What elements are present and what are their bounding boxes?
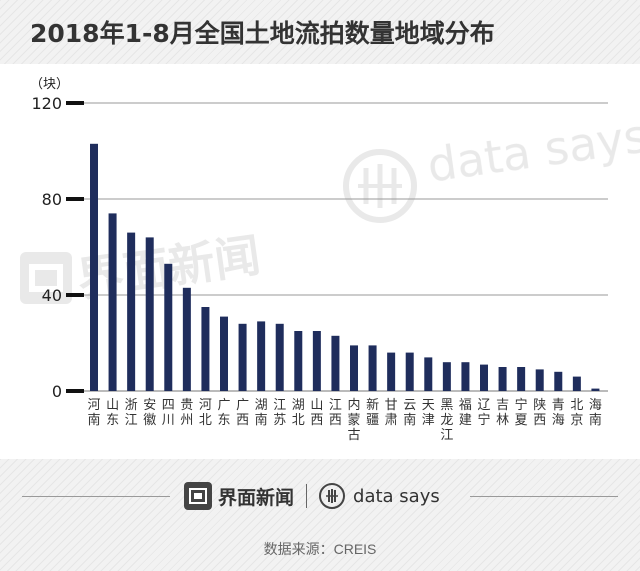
x-tick-label: 山东: [106, 398, 119, 428]
bars: [90, 143, 600, 391]
x-tick-label: 北京: [570, 398, 583, 428]
bar-广东: [220, 316, 228, 391]
bar-江苏: [275, 323, 284, 391]
datasays-logo-icon: [319, 483, 346, 509]
bar-浙江: [127, 232, 136, 391]
footer-rule-left: [22, 496, 170, 497]
bar-湖北: [294, 331, 303, 391]
bar-吉林: [498, 367, 507, 391]
y-tick-mark-80: [66, 197, 84, 201]
y-axis-ticks: 0 40 80 120: [31, 94, 84, 401]
bar-安徽: [145, 237, 154, 391]
bar-宁夏: [517, 367, 526, 391]
x-tick-label: 宁夏: [515, 397, 528, 428]
footer-brand: 界面新闻 data says: [184, 479, 440, 513]
bar-辽宁: [480, 364, 488, 391]
x-tick-label: 黑龙江: [440, 398, 453, 443]
bar-河南: [90, 143, 98, 391]
x-tick-label: 甘肃: [385, 398, 398, 428]
bar-山东: [108, 213, 117, 391]
y-tick-label: 120: [31, 94, 62, 113]
footer-rule-right: [470, 496, 618, 497]
x-tick-label: 福建: [459, 398, 472, 428]
x-tick-label: 辽宁: [477, 398, 490, 428]
bar-河北: [201, 307, 210, 391]
bar-贵州: [182, 287, 191, 391]
bar-江西: [331, 335, 340, 391]
x-tick-label: 浙江: [125, 398, 138, 428]
x-tick-label: 江苏: [273, 398, 286, 428]
bar-广西: [238, 323, 247, 391]
datasays-brand-name: data says: [353, 485, 440, 507]
bar-四川: [164, 263, 173, 391]
x-tick-label: 河北: [199, 398, 212, 428]
y-axis-unit-label: （块）: [30, 77, 69, 92]
bar-甘肃: [387, 352, 396, 391]
source-value: CREIS: [333, 541, 377, 557]
x-tick-label: 吉林: [496, 398, 509, 428]
x-tick-label: 湖南: [255, 398, 268, 428]
x-tick-label: 海南: [589, 398, 602, 428]
x-tick-label: 青海: [552, 398, 565, 428]
chart-title: 2018年1-8月全国土地流拍数量地域分布: [30, 19, 495, 48]
data-source: 数据来源：CREIS: [0, 539, 640, 559]
bar-云南: [405, 352, 414, 391]
bar-湖南: [257, 321, 266, 391]
header-band: [0, 0, 640, 64]
bar-青海: [554, 371, 563, 391]
watermark-datasays-text: data says: [424, 109, 640, 193]
bar-福建: [461, 362, 470, 391]
y-tick-label: 40: [42, 286, 62, 305]
x-tick-label: 广东: [217, 398, 230, 428]
x-tick-label: 内蒙古: [347, 397, 360, 443]
y-tick-label: 0: [52, 382, 62, 401]
x-tick-label: 广西: [236, 398, 249, 428]
x-tick-label: 山西: [310, 398, 323, 428]
bar-内蒙古: [350, 345, 358, 391]
bar-海南: [591, 388, 600, 391]
footer-band: [0, 459, 640, 571]
x-tick-label: 新疆: [366, 397, 379, 428]
x-tick-label: 云南: [403, 398, 416, 428]
y-tick-label: 80: [42, 190, 62, 209]
x-axis-labels: 河南山东浙江安徽四川贵州河北广东广西湖南江苏湖北山西江西内蒙古新疆甘肃云南天津黑…: [87, 397, 601, 443]
y-tick-mark-120: [66, 101, 84, 105]
bar-新疆: [368, 345, 377, 391]
bar-山西: [312, 331, 321, 391]
jiemian-brand-name: 界面新闻: [218, 486, 295, 509]
x-tick-label: 天津: [422, 398, 435, 428]
x-tick-label: 河南: [87, 398, 100, 428]
brand-divider: [306, 484, 308, 508]
watermark-datasays-logo-icon: [343, 149, 417, 223]
x-tick-label: 安徽: [143, 398, 156, 428]
x-tick-label: 陕西: [533, 398, 546, 428]
bar-天津: [424, 357, 433, 391]
source-label: 数据来源：: [263, 541, 334, 557]
watermark-jiemian-logo-icon: [20, 252, 72, 304]
y-tick-mark-40: [66, 293, 84, 297]
y-tick-mark-0: [66, 389, 84, 393]
x-tick-label: 贵州: [180, 398, 193, 428]
bar-北京: [572, 376, 581, 391]
x-tick-label: 四川: [162, 398, 175, 428]
jiemian-logo-icon: [184, 482, 212, 510]
bar-黑龙江: [442, 362, 451, 391]
bar-陕西: [535, 369, 544, 391]
x-tick-label: 湖北: [292, 398, 305, 428]
x-tick-label: 江西: [329, 398, 342, 428]
